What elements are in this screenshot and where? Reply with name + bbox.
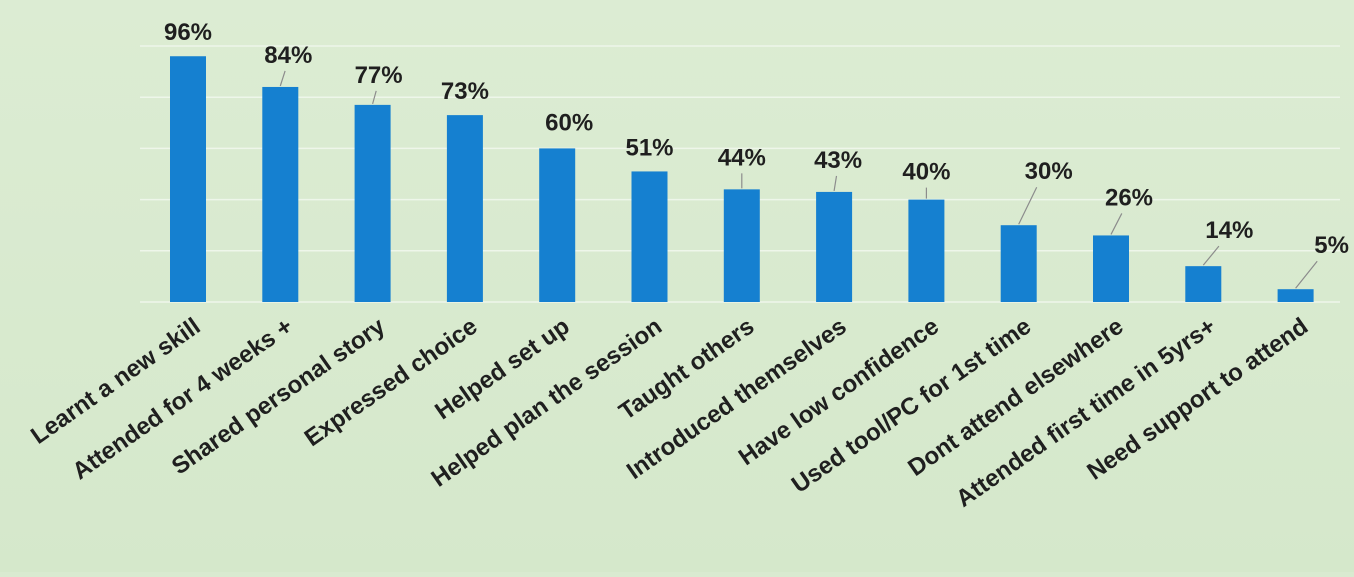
data-label: 44% [718, 144, 766, 171]
bar [631, 171, 668, 302]
data-label: 26% [1105, 184, 1153, 211]
leader-layer [279, 70, 1318, 289]
data-label: 40% [902, 159, 950, 186]
data-label-leader [279, 70, 286, 87]
bar [816, 191, 853, 302]
bar [262, 86, 299, 303]
bar [723, 189, 760, 302]
data-label: 51% [625, 134, 673, 161]
data-label: 43% [814, 147, 862, 174]
data-label-leader [1018, 186, 1038, 225]
data-label: 14% [1205, 217, 1253, 244]
data-label-leader [1295, 260, 1318, 289]
data-label-leader [833, 175, 838, 192]
bar [354, 104, 391, 302]
bar [446, 115, 483, 303]
bar [1000, 225, 1037, 302]
data-label: 84% [264, 42, 312, 69]
data-label-layer: 96% 84% 77% 73% 60% 51% 44% 43% 40% 30% 26% 14% 5% [164, 19, 1349, 259]
bar-layer [170, 56, 1314, 303]
data-label: 96% [164, 19, 212, 46]
bar [170, 56, 206, 302]
bar [539, 148, 576, 302]
data-label: 30% [1025, 158, 1073, 185]
data-label-leader [1202, 245, 1220, 266]
bar [1093, 235, 1129, 302]
data-label-leader [372, 90, 377, 105]
data-label-leader [1110, 213, 1123, 235]
bar [908, 199, 945, 302]
data-label: 60% [545, 109, 593, 136]
data-label: 5% [1314, 232, 1349, 259]
data-label: 77% [355, 62, 403, 89]
category-label: Expressed choice [300, 313, 483, 452]
bar [1185, 266, 1222, 302]
data-label: 73% [441, 78, 489, 105]
bar [1277, 289, 1314, 302]
